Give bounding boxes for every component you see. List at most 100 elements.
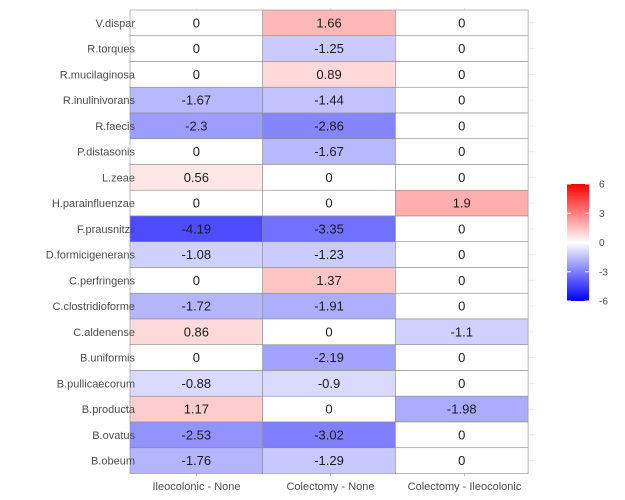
cell-value-label: 1.66 — [316, 15, 341, 30]
heatmap-cell — [129, 61, 263, 88]
heatmap-cell — [262, 164, 396, 191]
row-label: B.producta — [82, 404, 136, 416]
cell-value-label: 0 — [193, 273, 200, 288]
heatmap-cell — [129, 9, 263, 37]
row-label: B.obeum — [91, 456, 135, 468]
cell-value-label: 0 — [458, 41, 465, 56]
cell-value-label: -1.67 — [314, 144, 344, 159]
color-legend: 6 3 0 -3 -6 — [567, 180, 608, 308]
column-labels: Ileocolonic - None Colectomy - None Colect… — [152, 481, 521, 493]
cell-value-label: 1.37 — [316, 273, 341, 288]
row-label: B.ovatus — [92, 430, 135, 442]
cell-value-label: -2.3 — [185, 118, 207, 133]
cell-value-label: -1.25 — [314, 41, 344, 56]
cell-value-label: 0.56 — [184, 170, 209, 185]
cell-value-label: -0.88 — [182, 376, 212, 391]
heatmap-cell — [262, 395, 396, 423]
cell-value-label: 0 — [325, 402, 332, 417]
cell-value-label: -2.86 — [314, 118, 344, 133]
row-label: B.uniformis — [80, 353, 136, 365]
legend-colorbar — [567, 184, 589, 301]
heatmap-cell — [262, 447, 396, 474]
heatmap-cell — [395, 164, 529, 191]
cell-value-label: 0 — [325, 196, 332, 211]
heatmap-cell — [262, 61, 396, 88]
column-label: Ileocolonic - None — [152, 481, 240, 493]
cell-value-label: 0 — [458, 427, 465, 442]
cell-value-label: -1.1 — [451, 324, 473, 339]
heatmap-cell — [395, 318, 529, 346]
cell-value-label: 0 — [458, 170, 465, 185]
heatmap-cell — [395, 421, 529, 449]
legend-tick-label: 6 — [599, 180, 605, 191]
cell-value-label: 0 — [458, 299, 465, 314]
cell-value-label: -1.44 — [314, 93, 344, 108]
cell-value-label: 0 — [458, 350, 465, 365]
legend-tick-label: -3 — [599, 267, 608, 278]
heatmap-cell — [129, 86, 263, 114]
heatmap-cell — [129, 395, 263, 423]
heatmap-cell — [395, 344, 529, 371]
heatmap-cell — [129, 447, 263, 474]
heatmap-cell — [262, 86, 396, 114]
cell-value-label: -1.29 — [314, 453, 344, 468]
row-label: R.faecis — [95, 121, 135, 133]
row-label: R.inulinivorans — [63, 95, 136, 107]
heatmap-cell — [395, 241, 529, 268]
heatmap-cells: 0 1.66 0 0 -1.25 0 0 0.89 0 -1.67 -1.44 0 -2.3 -2.86 0… — [129, 9, 529, 474]
heatmap-cell — [129, 138, 263, 165]
cell-value-label: -3.02 — [314, 427, 344, 442]
cell-value-label: -1.76 — [182, 453, 212, 468]
cell-value-label: 0.86 — [184, 324, 209, 339]
cell-value-label: 0 — [193, 41, 200, 56]
cell-value-label: 0 — [458, 118, 465, 133]
row-label: R.torques — [87, 44, 135, 56]
row-label: C.clostridioforme — [52, 301, 135, 313]
heatmap-cell — [262, 215, 396, 243]
row-label: L.zeae — [102, 172, 135, 184]
cell-value-label: 0 — [458, 144, 465, 159]
column-label: Colectomy - None — [286, 481, 374, 493]
heatmap-cell — [262, 267, 396, 294]
heatmap-cell — [395, 138, 529, 165]
heatmap-cell — [395, 292, 529, 320]
heatmap-cell — [395, 9, 529, 37]
row-label: C.perfringens — [69, 275, 136, 287]
cell-value-label: -1.23 — [314, 247, 344, 262]
row-label: H.parainfluenzae — [52, 198, 135, 210]
cell-value-label: -4.19 — [182, 221, 212, 236]
cell-value-label: 0 — [325, 324, 332, 339]
heatmap-cell — [395, 215, 529, 243]
cell-value-label: -1.91 — [314, 299, 344, 314]
heatmap-cell — [129, 421, 263, 449]
heatmap-cell — [262, 112, 396, 140]
cell-value-label: 0 — [193, 15, 200, 30]
cell-value-label: 0 — [193, 196, 200, 211]
cell-value-label: 0 — [193, 350, 200, 365]
heatmap-cell — [129, 370, 263, 397]
cell-value-label: -1.67 — [182, 93, 212, 108]
cell-value-label: 0 — [458, 247, 465, 262]
cell-value-label: -2.19 — [314, 350, 344, 365]
cell-value-label: 0 — [458, 67, 465, 82]
heatmap-cell — [395, 35, 529, 62]
cell-value-label: 0 — [458, 376, 465, 391]
cell-value-label: -0.9 — [318, 376, 340, 391]
heatmap-cell — [395, 86, 529, 114]
row-label: B.pullicaecorum — [57, 378, 135, 390]
cell-value-label: -2.53 — [182, 427, 212, 442]
heatmap-cell — [129, 35, 263, 62]
heatmap-cell — [262, 344, 396, 371]
cell-value-label: 0 — [458, 273, 465, 288]
cell-value-label: 0 — [325, 170, 332, 185]
row-label: R.mucilaginosa — [60, 69, 136, 81]
cell-value-label: 0 — [193, 67, 200, 82]
heatmap-cell — [395, 267, 529, 294]
cell-value-label: 0 — [458, 15, 465, 30]
heatmap-cell — [129, 112, 263, 140]
cell-value-label: 0 — [458, 221, 465, 236]
heatmap-cell — [395, 112, 529, 140]
cell-value-label: -3.35 — [314, 221, 344, 236]
heatmap-cell — [262, 138, 396, 165]
